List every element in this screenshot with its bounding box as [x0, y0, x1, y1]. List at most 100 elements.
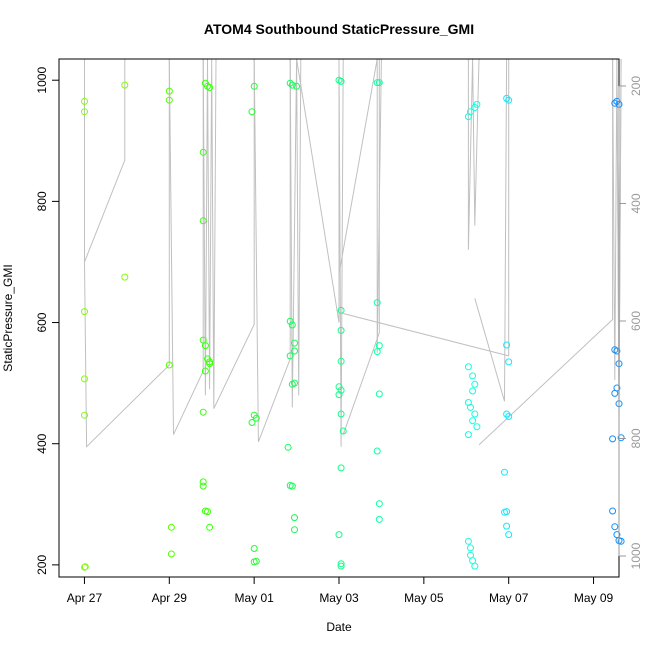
data-point-8-9: [503, 522, 511, 530]
data-point-5-7: [335, 391, 343, 399]
y-tick-label-1: 400: [35, 433, 49, 453]
data-point-6-1: [375, 79, 383, 87]
data-point-6-8: [375, 515, 383, 523]
data-point-2-10: [206, 84, 214, 91]
data-point-6-4: [373, 348, 381, 356]
profile-line-6: [253, 58, 291, 443]
data-point-2-13: [199, 482, 207, 490]
data-point-7-5: [469, 372, 477, 380]
profile-line-14: [474, 58, 508, 402]
data-point-3-7: [250, 558, 258, 566]
data-point-9-15: [617, 537, 625, 545]
y-tick-label-4: 1000: [35, 67, 49, 94]
profile-line-8: [296, 58, 340, 323]
data-point-5-12: [337, 560, 345, 568]
data-point-4-7: [286, 352, 294, 360]
data-point-0-6: [81, 563, 88, 571]
data-point-3-0: [250, 82, 258, 90]
x-tick-label-0: Apr 27: [67, 591, 103, 605]
x-axis: Apr 27 Apr 29 May 01 May 03 May 05 May 07 May …: [67, 576, 614, 605]
data-point-6-3: [375, 342, 383, 350]
data-point-4-14: [291, 526, 298, 534]
profile-lines: [84, 58, 622, 448]
data-point-2-15: [204, 508, 211, 516]
data-point-8-1: [505, 96, 513, 104]
data-point-7-11: [469, 417, 477, 425]
data-point-9-0: [611, 99, 619, 107]
x-tick-label-3: May 03: [319, 591, 359, 605]
y2-tick-label-2: 600: [629, 311, 643, 331]
x-tick-label-1: Apr 29: [152, 591, 188, 605]
x-tick-label-4: May 05: [404, 591, 444, 605]
data-point-4-6: [291, 347, 298, 355]
data-point-0-0: [81, 97, 88, 105]
data-point-9-4: [613, 347, 621, 355]
data-point-7-12: [473, 423, 481, 431]
data-point-8-6: [501, 468, 508, 476]
y2-axis-right: 200 400 600 800 1000: [618, 76, 643, 569]
data-point-4-10: [284, 443, 292, 451]
x-tick-label-5: May 07: [489, 591, 529, 605]
data-point-8-10: [505, 531, 513, 539]
x-axis-label: Date: [326, 620, 352, 634]
data-point-2-3: [201, 342, 209, 350]
data-point-0-2: [81, 308, 88, 316]
data-point-5-3: [337, 326, 345, 334]
data-point-5-13: [337, 562, 345, 570]
data-point-1-1: [165, 96, 173, 104]
data-point-0-8: [121, 273, 129, 281]
data-point-5-8: [337, 410, 345, 418]
data-point-3-4: [248, 419, 256, 426]
data-point-9-7: [611, 389, 619, 397]
profile-line-0: [84, 59, 126, 263]
data-point-9-11: [609, 507, 617, 515]
data-point-7-7: [469, 387, 477, 395]
y-axis: 200 400 600 800 1000: [35, 67, 60, 575]
data-point-4-12: [288, 482, 296, 490]
data-point-9-10: [617, 434, 625, 442]
data-point-2-5: [201, 367, 209, 375]
data-point-8-8: [501, 508, 508, 516]
profile-line-10: [338, 58, 382, 353]
x-tick-label-2: May 01: [234, 591, 274, 605]
data-point-4-1: [288, 81, 296, 89]
y-tick-label-3: 800: [35, 191, 49, 211]
data-point-5-9: [339, 427, 347, 435]
y-axis-label: StaticPressure_GMI: [1, 264, 15, 371]
data-point-8-0: [503, 94, 511, 102]
data-point-5-5: [335, 383, 343, 391]
data-point-1-2: [165, 361, 173, 369]
data-point-7-10: [471, 410, 479, 418]
data-point-7-9: [467, 403, 474, 411]
profile-line-11: [342, 59, 380, 435]
profile-line-13: [467, 58, 480, 250]
y2-tick-label-1: 400: [629, 193, 643, 213]
data-point-9-12: [611, 523, 619, 531]
data-point-5-1: [337, 77, 345, 85]
data-point-7-3: [473, 100, 481, 108]
data-point-7-13: [464, 431, 472, 439]
data-point-2-7: [206, 360, 214, 368]
data-point-0-5: [81, 563, 89, 571]
profile-line-1: [84, 59, 170, 448]
data-point-9-9: [609, 435, 617, 443]
chart-title: ATOM4 Southbound StaticPressure_GMI: [204, 21, 474, 37]
data-point-1-4: [167, 550, 175, 558]
profile-line-5: [213, 59, 255, 409]
profile-line-12: [343, 59, 510, 357]
data-point-5-11: [335, 531, 343, 539]
data-point-2-11: [199, 408, 207, 416]
profile-line-7: [289, 58, 302, 408]
data-point-2-12: [199, 478, 207, 486]
data-point-3-3: [252, 414, 260, 422]
data-point-5-6: [337, 386, 345, 394]
y2-tick-label-3: 800: [629, 428, 643, 448]
y-tick-label-2: 600: [35, 312, 49, 332]
data-point-4-13: [291, 514, 298, 522]
profile-line-9: [338, 58, 344, 447]
data-point-8-2: [503, 341, 511, 349]
data-points: [81, 76, 625, 571]
data-point-4-3: [286, 317, 294, 325]
data-point-0-4: [81, 411, 88, 419]
